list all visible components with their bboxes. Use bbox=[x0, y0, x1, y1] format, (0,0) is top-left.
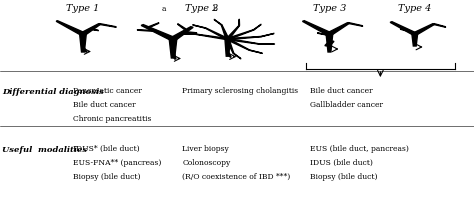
Text: Liver biopsy: Liver biopsy bbox=[182, 145, 229, 153]
Polygon shape bbox=[326, 34, 333, 52]
Polygon shape bbox=[226, 39, 234, 53]
Polygon shape bbox=[433, 24, 446, 27]
Polygon shape bbox=[177, 24, 186, 29]
Polygon shape bbox=[172, 54, 176, 59]
Polygon shape bbox=[149, 23, 159, 27]
Text: a: a bbox=[161, 5, 166, 13]
Text: b: b bbox=[213, 5, 218, 13]
Polygon shape bbox=[226, 26, 239, 39]
Polygon shape bbox=[261, 33, 274, 37]
Polygon shape bbox=[233, 53, 241, 59]
Polygon shape bbox=[327, 23, 349, 35]
Text: Bile duct cancer: Bile duct cancer bbox=[310, 87, 373, 95]
Text: EUS-FNA** (pancreas): EUS-FNA** (pancreas) bbox=[73, 159, 162, 167]
Polygon shape bbox=[141, 25, 176, 40]
Polygon shape bbox=[205, 28, 228, 40]
Polygon shape bbox=[192, 25, 206, 28]
Polygon shape bbox=[170, 27, 193, 40]
Text: Biopsy (bile duct): Biopsy (bile duct) bbox=[73, 173, 141, 181]
Polygon shape bbox=[227, 39, 250, 50]
Polygon shape bbox=[225, 39, 230, 56]
Text: Useful  modalities: Useful modalities bbox=[2, 146, 88, 154]
Polygon shape bbox=[348, 23, 363, 26]
Polygon shape bbox=[80, 24, 100, 35]
Polygon shape bbox=[325, 41, 334, 46]
Polygon shape bbox=[137, 30, 156, 31]
Text: Bile duct cancer: Bile duct cancer bbox=[73, 101, 136, 109]
Text: IDUS (bile duct): IDUS (bile duct) bbox=[310, 159, 374, 167]
Polygon shape bbox=[227, 36, 261, 40]
Polygon shape bbox=[249, 50, 263, 53]
Polygon shape bbox=[214, 19, 222, 25]
Text: Chronic pancreatitis: Chronic pancreatitis bbox=[73, 115, 152, 123]
Polygon shape bbox=[318, 33, 327, 35]
Polygon shape bbox=[80, 34, 86, 52]
Text: Type 1: Type 1 bbox=[66, 4, 100, 13]
Polygon shape bbox=[412, 24, 435, 35]
Polygon shape bbox=[226, 52, 231, 57]
Text: IDUS* (bile duct): IDUS* (bile duct) bbox=[73, 145, 140, 153]
Polygon shape bbox=[99, 24, 116, 27]
Polygon shape bbox=[82, 48, 87, 52]
Text: Type 2: Type 2 bbox=[185, 4, 218, 13]
Polygon shape bbox=[185, 32, 197, 33]
Text: Primary sclerosing cholangitis: Primary sclerosing cholangitis bbox=[182, 87, 299, 95]
Polygon shape bbox=[302, 21, 332, 35]
Text: Differential diagnosis: Differential diagnosis bbox=[2, 88, 104, 96]
Polygon shape bbox=[195, 34, 228, 40]
Text: Pancreatic cancer: Pancreatic cancer bbox=[73, 87, 142, 95]
Polygon shape bbox=[227, 39, 260, 44]
Text: EUS (bile duct, pancreas): EUS (bile duct, pancreas) bbox=[310, 145, 410, 153]
Text: Colonoscopy: Colonoscopy bbox=[182, 159, 231, 167]
Polygon shape bbox=[169, 39, 177, 58]
Polygon shape bbox=[56, 21, 85, 35]
Text: Biopsy (bile duct): Biopsy (bile duct) bbox=[310, 173, 378, 181]
Polygon shape bbox=[221, 25, 229, 39]
Polygon shape bbox=[400, 29, 408, 31]
Polygon shape bbox=[412, 34, 418, 46]
Text: Type 3: Type 3 bbox=[313, 4, 346, 13]
Text: Gallbladder cancer: Gallbladder cancer bbox=[310, 101, 383, 109]
Text: (R/O coexistence of IBD ***): (R/O coexistence of IBD ***) bbox=[182, 173, 291, 181]
Polygon shape bbox=[254, 24, 261, 30]
Text: Type 4: Type 4 bbox=[398, 4, 431, 13]
Polygon shape bbox=[227, 30, 254, 40]
Polygon shape bbox=[90, 29, 99, 31]
Polygon shape bbox=[390, 22, 417, 35]
